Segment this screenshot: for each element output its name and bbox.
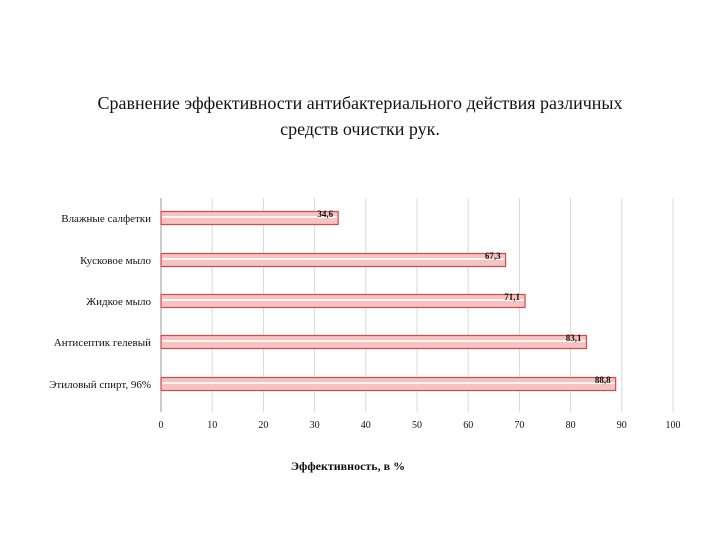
chart-title-line-2: средств очистки рук.: [280, 119, 440, 139]
grid-layer: [160, 198, 674, 412]
category-label: Этиловый спирт, 96%: [49, 379, 151, 391]
x-tick-label: 20: [258, 420, 268, 431]
chart-title: Сравнение эффективности антибактериально…: [40, 90, 680, 142]
data-label: 71,1: [504, 292, 520, 302]
x-axis-title: Эффективность, в %: [291, 459, 405, 473]
label-layer: 0 10 20 30 40 50 60 70 80 90 100 Влажные салфетки 34…: [49, 209, 680, 431]
x-tick-label: 90: [617, 420, 627, 431]
x-tick-label: 40: [361, 420, 371, 431]
category-label: Жидкое мыло: [86, 296, 151, 308]
data-label: 83,1: [566, 333, 582, 343]
category-label: Антисептик гелевый: [54, 337, 151, 349]
data-label: 88,8: [595, 375, 611, 385]
x-tick-label: 50: [412, 420, 422, 431]
x-tick-label: 80: [566, 420, 576, 431]
data-label: 67,3: [485, 251, 501, 261]
x-tick-label: 30: [310, 420, 320, 431]
x-tick-label: 10: [207, 420, 217, 431]
category-label: Влажные салфетки: [61, 213, 151, 225]
x-tick-label: 0: [159, 420, 164, 431]
category-label: Кусковое мыло: [80, 255, 151, 267]
x-tick-label: 70: [514, 420, 524, 431]
x-tick-label: 100: [666, 420, 681, 431]
bar-layer: [160, 210, 617, 392]
chart-title-line-1: Сравнение эффективности антибактериально…: [97, 93, 623, 113]
x-tick-label: 60: [463, 420, 473, 431]
data-label: 34,6: [317, 209, 333, 219]
